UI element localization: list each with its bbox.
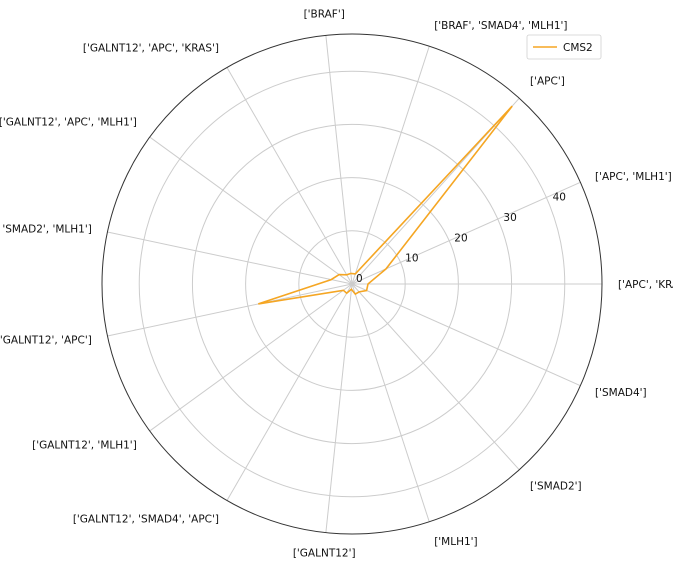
- category-label: ['BRAF']: [304, 8, 345, 20]
- category-label: ['GALNT12', 'APC', 'KRAS']: [83, 43, 219, 55]
- grid-spoke: [226, 67, 353, 285]
- grid-spoke: [351, 283, 430, 522]
- category-label: ['GALNT12', 'APC', 'SMAD2', 'MLH1']: [0, 224, 92, 236]
- category-label: ['APC', 'KRAS']: [618, 279, 673, 291]
- r-tick-label: 0: [356, 273, 363, 285]
- r-tick-label: 30: [503, 212, 516, 224]
- legend-label: CMS2: [563, 42, 593, 54]
- grid-spoke: [325, 283, 353, 533]
- polar-frame: [101, 33, 603, 535]
- series-line-0: [258, 105, 513, 305]
- grid-spoke: [149, 136, 353, 285]
- category-label: ['SMAD2']: [530, 481, 582, 493]
- grid-spoke: [351, 283, 581, 387]
- grid-spoke: [149, 283, 353, 432]
- r-tick-label: 40: [553, 192, 566, 204]
- grid-spoke: [325, 35, 353, 285]
- category-label: ['GALNT12', 'APC']: [0, 334, 92, 346]
- label-layer: 0 10 20 30 40 ['APC', 'KRAS'] ['APC', 'MLH1'] […: [0, 8, 673, 559]
- r-tick-label: 20: [454, 232, 467, 244]
- grid-spoke: [107, 231, 353, 285]
- category-label: ['GALNT12', 'SMAD4', 'APC']: [73, 513, 219, 525]
- category-label: ['GALNT12', 'MLH1']: [32, 439, 137, 451]
- legend-box: [526, 34, 602, 60]
- grid-spoke: [107, 283, 353, 337]
- category-label: ['GALNT12']: [293, 548, 356, 560]
- category-label: ['SMAD4']: [595, 387, 647, 399]
- grid-spoke: [351, 46, 430, 285]
- grid-spoke: [351, 181, 581, 285]
- r-tick-label: 10: [405, 253, 418, 265]
- grid-layer: [101, 33, 603, 535]
- grid-spoke: [351, 283, 520, 471]
- grid-spoke: [226, 283, 353, 501]
- legend: CMS2: [526, 34, 602, 60]
- series-layer: [258, 105, 513, 305]
- category-label: ['APC']: [530, 75, 565, 87]
- category-label: ['APC', 'MLH1']: [595, 171, 672, 183]
- category-label: ['GALNT12', 'APC', 'MLH1']: [0, 117, 137, 129]
- category-label: ['BRAF', 'SMAD4', 'MLH1']: [434, 20, 567, 32]
- category-label: ['MLH1']: [434, 536, 477, 548]
